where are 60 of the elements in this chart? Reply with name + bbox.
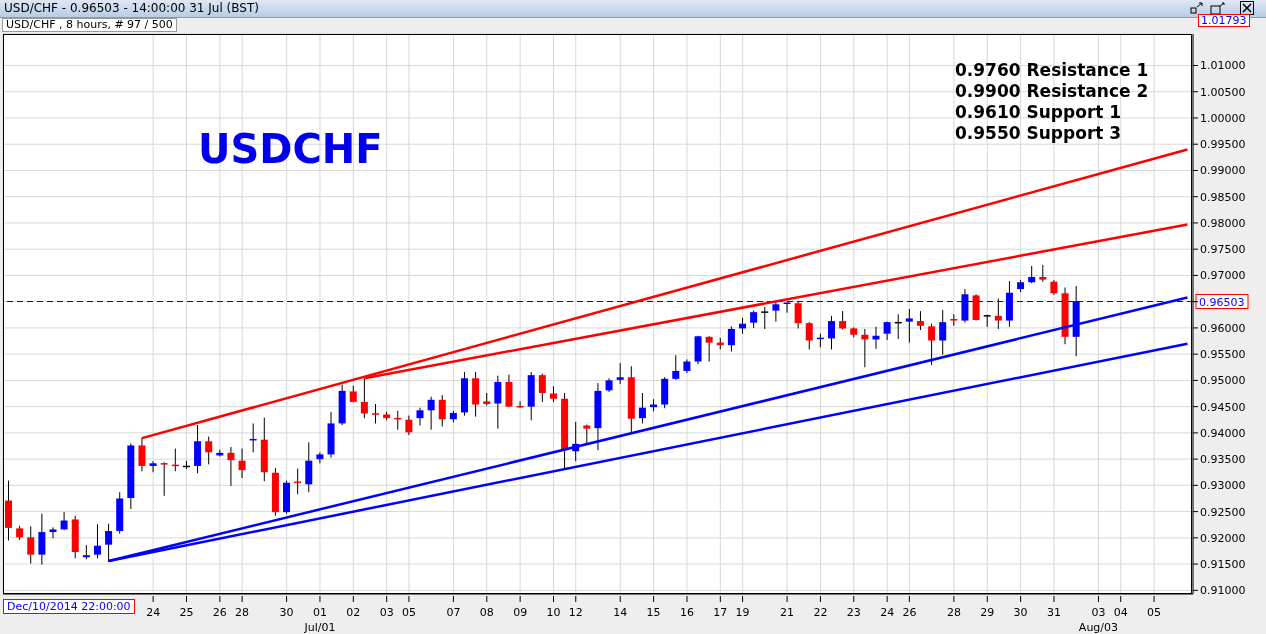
y-tick-label: 0.97000 <box>1200 269 1246 283</box>
y-tick-label: 0.93500 <box>1200 453 1246 467</box>
x-tick-label: 03 <box>379 606 394 619</box>
x-tick-label: 22 <box>813 606 828 619</box>
x-tick-label: 26 <box>902 606 917 619</box>
x-tick-label: 30 <box>279 606 294 619</box>
x-tick-label: 05 <box>1147 606 1162 619</box>
x-tick-label: 28 <box>946 606 961 619</box>
y-tick-label: 0.94000 <box>1200 426 1246 440</box>
chart-title: USD/CHF - 0.96503 - 14:00:00 31 Jul (BST) <box>4 1 259 15</box>
annotation: 0.9610 Support 1 <box>955 102 1122 122</box>
x-tick-label: 28 <box>235 606 250 619</box>
y-tick-label: 0.95500 <box>1200 348 1246 362</box>
x-tick-label: 01 Jul/01 <box>303 606 336 634</box>
x-tick-label: 15 <box>646 606 661 619</box>
annotation: 0.9760 Resistance 1 <box>955 60 1149 80</box>
text: 1.01793 <box>1198 14 1250 27</box>
x-tick-label: 19 <box>735 606 750 619</box>
x-tick-label: 02 <box>346 606 361 619</box>
x-tick-label: 10 <box>546 606 561 619</box>
y-tick-label: 0.92000 <box>1200 531 1246 545</box>
text: Dec/10/2014 22:00:00 <box>3 599 135 614</box>
annotation: 0.9550 Support 3 <box>955 123 1122 143</box>
x-tick-label: 25 <box>179 606 194 619</box>
x-tick-label: 24 <box>146 606 161 619</box>
y-tick-label: 0.99000 <box>1200 164 1246 178</box>
x-tick-label: 07 <box>446 606 461 619</box>
y-tick-label: 1.01000 <box>1200 59 1246 73</box>
x-tick-label: 24 <box>880 606 895 619</box>
x-tick-label: 23 <box>846 606 861 619</box>
y-tick-label: 0.96000 <box>1200 321 1246 335</box>
y-tick-label: 0.99500 <box>1200 138 1246 152</box>
y-tick-label: 1.00000 <box>1200 111 1246 125</box>
x-tick-label: 31 <box>1046 606 1061 619</box>
x-tick-label: 04 <box>1113 606 1128 619</box>
y-tick-label: 0.91000 <box>1200 584 1246 598</box>
x-tick-label: 17 <box>713 606 728 619</box>
x-tick-label: 14 <box>613 606 628 619</box>
x-tick-label: 16 <box>679 606 694 619</box>
y-tick-label: 0.97500 <box>1200 243 1246 257</box>
x-tick-label: 30 <box>1013 606 1028 619</box>
x-tick-label: 05 <box>401 606 416 619</box>
y-tick-label: 0.94500 <box>1200 400 1246 414</box>
x-tick-label: 09 <box>513 606 528 619</box>
x-tick-label: 26 <box>212 606 227 619</box>
y-tick-label: 0.93000 <box>1200 479 1246 493</box>
y-tick-label: 1.00500 <box>1200 85 1246 99</box>
annotation: 0.9900 Resistance 2 <box>955 81 1149 101</box>
y-tick-label: 0.98000 <box>1200 216 1246 230</box>
y-tick-label: 0.92500 <box>1200 505 1246 519</box>
x-tick-label: 21 <box>780 606 795 619</box>
annotation: USDCHF <box>198 126 383 172</box>
x-tick-label: 08 <box>479 606 494 619</box>
ref-line-label: 0.96503 <box>1199 295 1245 309</box>
y-tick-label: 0.91500 <box>1200 557 1246 571</box>
y-tick-label: 0.95000 <box>1200 374 1246 388</box>
x-tick-label: 12 <box>568 606 583 619</box>
y-tick-label: 0.98500 <box>1200 190 1246 204</box>
x-tick-label: 29 <box>980 606 995 619</box>
chart-subtitle: USD/CHF , 8 hours, # 97 / 500 <box>2 18 177 32</box>
